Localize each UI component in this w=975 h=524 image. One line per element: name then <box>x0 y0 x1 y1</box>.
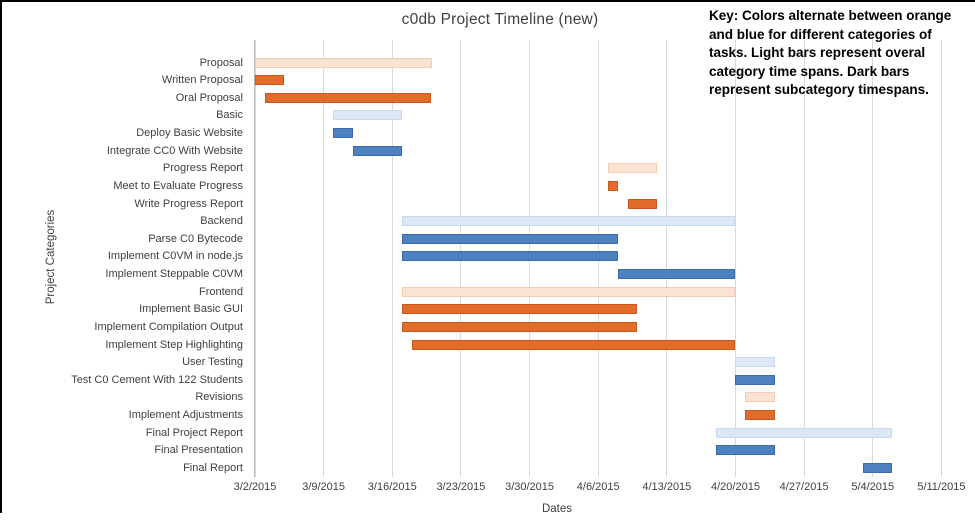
gridline <box>734 40 736 477</box>
gantt-bar <box>411 339 736 350</box>
x-tick-label: 4/20/2015 <box>711 481 760 493</box>
gantt-bar <box>715 445 775 456</box>
image-border-left <box>0 0 2 513</box>
gantt-bar <box>353 145 403 156</box>
gantt-bar <box>333 110 403 121</box>
gridline <box>872 40 874 477</box>
key-note-line: Key: Colors alternate between orange <box>709 8 952 23</box>
gantt-bar <box>402 286 736 297</box>
image-border-top <box>0 0 975 2</box>
gridline <box>391 40 393 477</box>
x-tick-label: 4/6/2015 <box>576 481 620 493</box>
x-axis-title: Dates <box>541 503 573 515</box>
category-label: Implement Step Highlighting <box>105 338 243 351</box>
gantt-bar <box>402 321 638 332</box>
gridline <box>666 40 668 477</box>
gantt-bar <box>255 57 432 68</box>
category-label: Final Presentation <box>154 444 243 457</box>
gridline <box>323 40 325 477</box>
gridline <box>254 40 256 477</box>
x-tick-label: 3/2/2015 <box>233 481 277 493</box>
gantt-bar <box>402 233 618 244</box>
key-note: Key: Colors alternate between orange and … <box>709 7 971 100</box>
key-note-line: category time spans. Dark bars <box>709 63 910 79</box>
gantt-bar <box>255 75 285 86</box>
category-label: Backend <box>200 215 243 228</box>
key-note-line: tasks. Light bars represent overal <box>709 45 926 61</box>
gantt-bar <box>745 392 775 403</box>
category-label: Implement Steppable C0VM <box>105 268 243 281</box>
gantt-bar <box>862 462 893 473</box>
key-note-line: and blue for different categories of <box>709 26 932 42</box>
category-label: Implement Compilation Output <box>94 320 243 333</box>
gantt-bar <box>608 163 658 174</box>
gantt-bar <box>627 198 658 209</box>
x-tick-label: 4/13/2015 <box>642 481 692 493</box>
x-axis-tick-labels: 3/2/2015 3/9/2015 3/16/2015 3/23/2015 3/30/2… <box>0 481 975 496</box>
category-label: Implement C0VM in node.js <box>107 250 243 263</box>
category-label: Final Project Report <box>145 426 243 439</box>
gantt-bar <box>617 269 736 280</box>
plot-area <box>254 40 942 477</box>
category-label: Basic <box>216 109 243 122</box>
category-label: Oral Proposal <box>175 91 243 104</box>
gantt-bar <box>715 427 893 438</box>
gantt-bar <box>402 216 736 227</box>
category-label: User Testing <box>182 356 243 369</box>
gantt-bar <box>333 128 354 139</box>
x-tick-label: 5/11/2015 <box>917 481 966 493</box>
gantt-bar <box>402 251 618 262</box>
x-tick-label: 3/23/2015 <box>436 481 486 493</box>
category-label: Meet to Evaluate Progress <box>113 179 243 192</box>
category-label: Progress Report <box>162 162 243 175</box>
x-tick-label: 3/16/2015 <box>367 481 417 493</box>
category-label: Frontend <box>198 285 243 298</box>
category-label: Test C0 Cement With 122 Students <box>71 373 243 386</box>
gantt-bar <box>735 374 775 385</box>
chart-title: c0db Project Timeline (new) <box>401 11 599 28</box>
category-label: Write Progress Report <box>134 197 243 210</box>
key-note-line: represent subcategory timespans. <box>709 82 929 98</box>
category-label: Implement Basic GUI <box>139 303 243 316</box>
gantt-bar <box>264 92 432 103</box>
x-tick-label: 3/9/2015 <box>302 481 346 493</box>
category-label: Integrate CC0 With Website <box>106 144 243 157</box>
category-label: Implement Adjustments <box>128 409 243 422</box>
category-label: Revisions <box>195 391 243 404</box>
category-label: Proposal <box>199 56 243 69</box>
gantt-bar <box>735 357 775 368</box>
category-label: Written Proposal <box>161 74 243 87</box>
gridline <box>803 40 805 477</box>
gantt-bar <box>745 410 775 421</box>
category-label: Deploy Basic Website <box>136 127 243 140</box>
category-label: Final Report <box>183 461 243 474</box>
x-tick-label: 3/30/2015 <box>505 481 555 493</box>
gantt-bar <box>608 180 618 191</box>
x-tick-label: 5/4/2015 <box>851 481 895 493</box>
gridline <box>940 40 942 477</box>
gantt-bar <box>402 304 638 315</box>
x-tick-label: 4/27/2015 <box>779 481 829 493</box>
category-labels: Proposal Written Proposal Oral Proposal Bas… <box>0 0 249 480</box>
category-label: Parse C0 Bytecode <box>148 232 243 245</box>
